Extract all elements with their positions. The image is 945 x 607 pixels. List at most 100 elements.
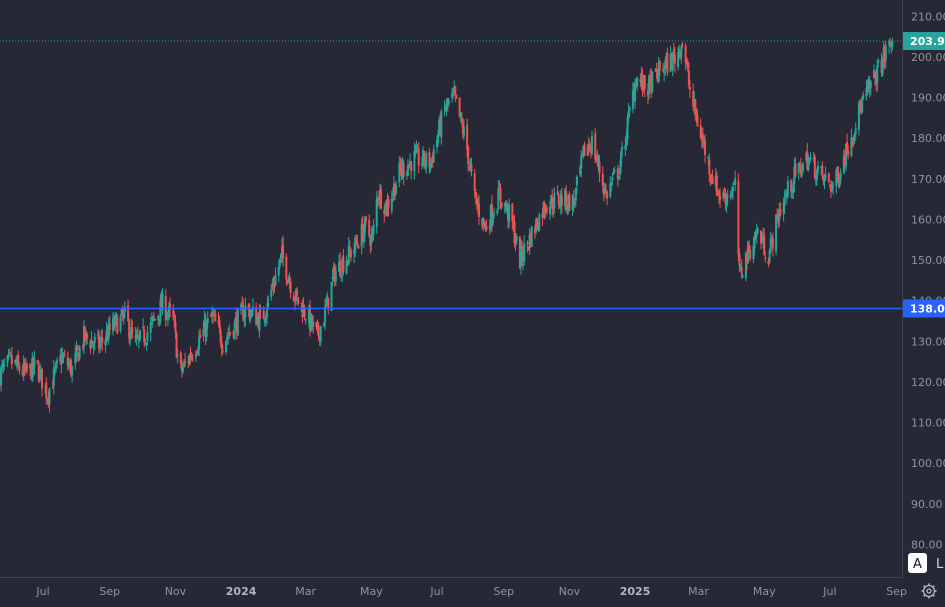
candle-body	[695, 114, 698, 116]
candle	[714, 167, 717, 191]
candle-body	[56, 360, 59, 363]
candle-body	[18, 365, 21, 371]
candle	[212, 308, 215, 325]
x-tick-label: Nov	[165, 585, 187, 598]
candle	[297, 297, 300, 306]
candle	[287, 275, 290, 284]
candle	[431, 152, 434, 168]
candle	[166, 311, 169, 327]
candle-body	[386, 201, 389, 216]
candle-body	[829, 184, 832, 192]
candle-body	[715, 175, 718, 196]
candle-body	[658, 60, 661, 71]
candle	[753, 231, 756, 255]
candle	[542, 200, 545, 219]
candle	[782, 197, 785, 222]
candle	[832, 181, 835, 195]
candle	[318, 335, 321, 346]
candle-body	[669, 53, 672, 72]
candle	[458, 97, 461, 118]
candle-body	[451, 93, 454, 98]
candle	[792, 178, 795, 199]
auto-scale-button[interactable]: A	[908, 553, 927, 573]
time-axis[interactable]: Jul Sep Nov 2024 Mar May Jul Sep Nov 2025 Mar May Ju…	[35, 585, 907, 598]
candle	[574, 187, 577, 207]
candle-body	[847, 150, 850, 155]
candle-body	[318, 335, 321, 342]
candle	[15, 356, 18, 367]
candle	[106, 325, 109, 342]
candle	[416, 144, 419, 150]
candle-body	[101, 337, 104, 343]
candle-body	[678, 49, 681, 52]
candle	[387, 195, 390, 217]
candle-body	[671, 52, 674, 71]
candle-body	[651, 71, 654, 92]
candle	[642, 74, 645, 94]
candle-body	[258, 311, 261, 332]
gear-icon-teeth[interactable]	[921, 583, 937, 599]
candle	[263, 318, 266, 327]
candle	[236, 308, 239, 336]
candle	[512, 215, 515, 232]
candle-body	[271, 286, 274, 288]
log-scale-button[interactable]: L	[936, 557, 944, 572]
candle	[778, 202, 781, 228]
candle	[220, 335, 223, 357]
candle-body	[452, 92, 455, 96]
candle	[406, 159, 409, 177]
candle-body	[643, 75, 646, 90]
candle-body	[583, 144, 586, 157]
candle-body	[244, 305, 247, 318]
candle-body	[327, 297, 330, 310]
auto-scale-button-bg[interactable]	[908, 553, 927, 573]
candle	[718, 189, 721, 205]
candle	[47, 391, 50, 408]
candle-body	[777, 214, 780, 224]
y-tick-label: 120.00	[911, 376, 945, 389]
candle	[462, 118, 465, 141]
candle	[707, 155, 710, 166]
candle-body	[755, 231, 758, 237]
candle	[889, 37, 892, 47]
candle-body	[657, 61, 660, 83]
candle-body	[341, 258, 344, 275]
candle-body	[1, 365, 4, 368]
candle-body	[564, 189, 567, 207]
candle	[234, 312, 237, 330]
candle-body	[687, 70, 690, 85]
gear-icon-hub[interactable]	[926, 588, 932, 594]
candle-body	[611, 177, 614, 181]
candle-body	[680, 46, 683, 58]
candle-body	[310, 314, 313, 329]
gear-icon[interactable]	[921, 583, 937, 599]
candle	[342, 248, 345, 276]
candle-body	[565, 191, 568, 209]
candle	[333, 263, 336, 287]
candle-body	[190, 355, 193, 360]
candle	[733, 180, 736, 186]
candle	[612, 168, 615, 176]
candle-body	[514, 241, 517, 244]
candle-body	[423, 151, 426, 165]
candle	[568, 191, 571, 212]
candle-body	[791, 190, 794, 193]
candle-body	[759, 230, 762, 244]
candle	[149, 317, 152, 342]
candle-body	[429, 162, 432, 169]
candle-body	[537, 227, 540, 231]
candle	[89, 339, 92, 354]
log-scale-label[interactable]: L	[936, 557, 944, 572]
candle-body	[636, 77, 639, 86]
candle-body	[199, 334, 202, 338]
candle-body	[142, 326, 145, 328]
candle	[128, 318, 131, 344]
candle	[719, 187, 722, 209]
auto-scale-label[interactable]: A	[913, 557, 922, 572]
candle	[44, 385, 47, 394]
candle	[476, 197, 479, 215]
candle	[394, 183, 397, 201]
candle-body	[655, 68, 658, 72]
